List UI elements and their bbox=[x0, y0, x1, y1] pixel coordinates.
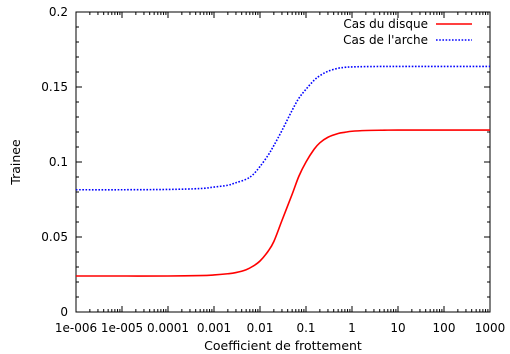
x-tick-label: 0.01 bbox=[247, 321, 274, 335]
x-axis-title: Coefficient de frottement bbox=[204, 338, 362, 353]
x-tick-label: 1 bbox=[348, 321, 356, 335]
y-tick-label: 0.05 bbox=[41, 230, 68, 244]
y-tick-label: 0 bbox=[60, 305, 68, 319]
x-tick-label: 1e-006 bbox=[55, 321, 97, 335]
y-tick-label: 0.1 bbox=[49, 155, 68, 169]
y-tick-label: 0.15 bbox=[41, 80, 68, 94]
x-tick-label: 0.001 bbox=[197, 321, 231, 335]
series-line-2 bbox=[75, 65, 490, 191]
x-tick-label: 1e-005 bbox=[101, 321, 143, 335]
y-tick-label: 0.2 bbox=[49, 5, 68, 19]
series-line-1 bbox=[76, 129, 490, 277]
y-axis-title: Trainee bbox=[8, 139, 23, 186]
x-tick-label: 1000 bbox=[475, 321, 506, 335]
series-layer bbox=[75, 65, 490, 277]
x-axis: 1e-006 1e-005 0.0001 0.001 0.01 0.1 1 10 100 1000 bbox=[55, 12, 505, 335]
x-tick-label: 0.0001 bbox=[147, 321, 189, 335]
plot-area-frame bbox=[75, 11, 491, 313]
legend-label: Cas de l'arche bbox=[343, 33, 428, 47]
legend-label: Cas du disque bbox=[343, 17, 428, 31]
x-tick-label: 100 bbox=[433, 321, 456, 335]
y-axis: 0 0.05 0.1 0.15 0.2 bbox=[41, 5, 490, 319]
x-tick-label: 0.1 bbox=[296, 321, 315, 335]
x-tick-label: 10 bbox=[390, 321, 405, 335]
legend: Cas du disque Cas de l'arche bbox=[343, 17, 472, 47]
